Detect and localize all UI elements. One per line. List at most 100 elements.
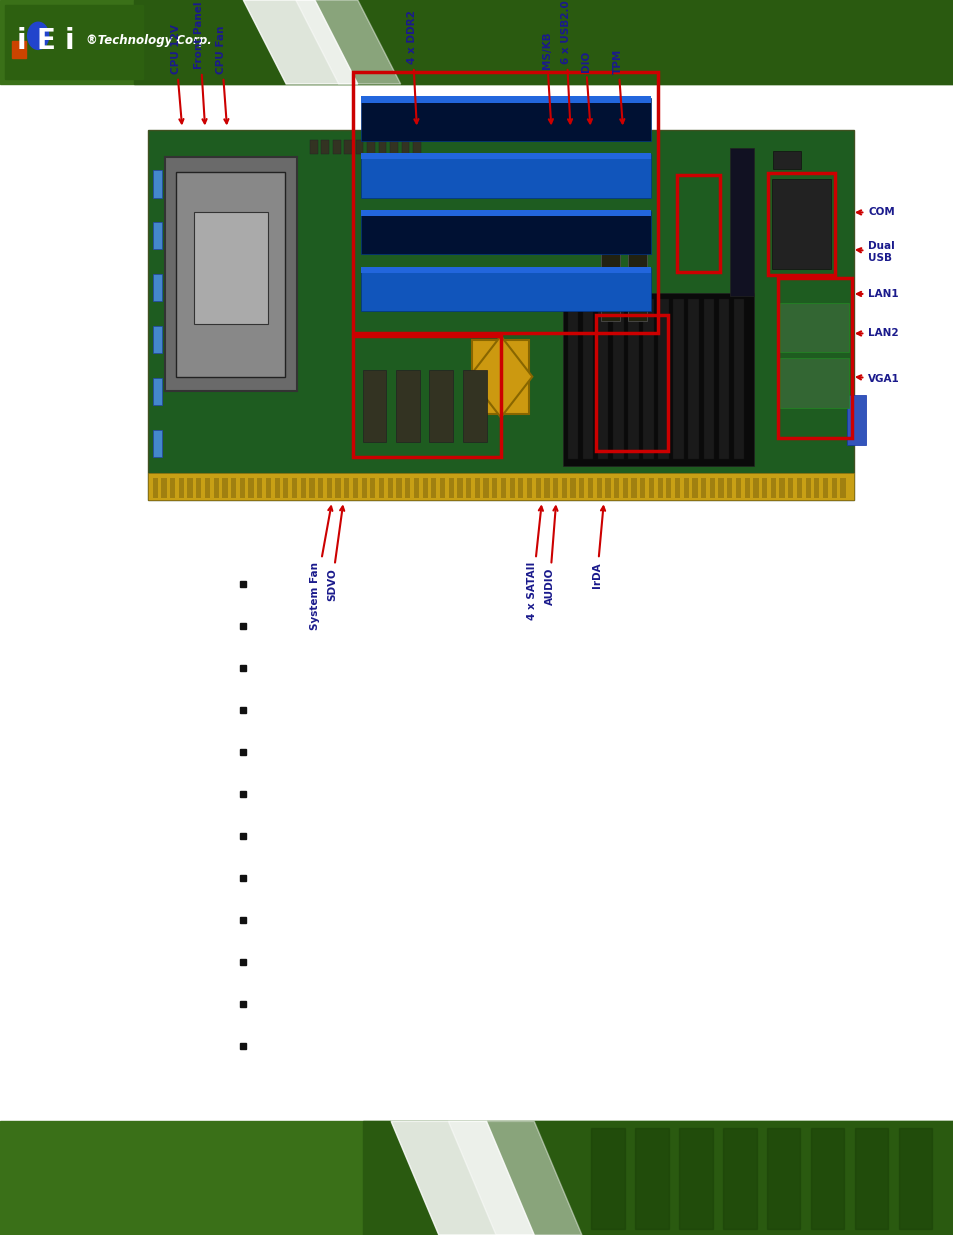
Bar	[456, 478, 462, 498]
Bar	[831, 478, 836, 498]
Bar	[898, 1128, 931, 1229]
Bar	[804, 478, 810, 498]
Bar	[729, 148, 753, 296]
Bar	[635, 1128, 668, 1229]
Bar	[578, 478, 584, 498]
Bar	[0, 0, 953, 84]
Bar	[767, 173, 834, 275]
Bar	[688, 299, 699, 459]
Bar	[700, 478, 705, 498]
Text: CPU 12V: CPU 12V	[171, 25, 183, 124]
Bar	[779, 478, 783, 498]
Text: i: i	[16, 27, 26, 54]
Bar	[582, 299, 593, 459]
Text: ®Technology Corp.: ®Technology Corp.	[86, 35, 212, 47]
Bar	[570, 478, 575, 498]
Text: i: i	[65, 27, 74, 54]
Text: 6 x USB2.0: 6 x USB2.0	[560, 0, 572, 124]
Bar	[733, 299, 743, 459]
Bar	[152, 378, 162, 405]
Text: SDVO: SDVO	[327, 506, 344, 601]
Bar	[405, 478, 410, 498]
Bar	[562, 293, 753, 466]
Bar	[772, 151, 801, 169]
Bar	[472, 340, 529, 414]
Bar	[360, 268, 650, 311]
Bar	[770, 478, 775, 498]
Bar	[567, 299, 578, 459]
Bar	[360, 210, 650, 216]
Text: 4 x SATAII: 4 x SATAII	[527, 506, 542, 620]
Polygon shape	[448, 1121, 581, 1235]
Bar	[692, 478, 697, 498]
Text: DIO: DIO	[580, 51, 591, 124]
Bar	[326, 478, 332, 498]
Bar	[627, 299, 638, 459]
Bar	[422, 478, 427, 498]
Bar	[5, 5, 143, 79]
Bar	[591, 1128, 624, 1229]
Bar	[353, 336, 500, 457]
Bar	[600, 287, 619, 321]
Bar	[396, 478, 401, 498]
Bar	[222, 478, 227, 498]
Bar	[648, 478, 654, 498]
Text: AUDIO: AUDIO	[544, 506, 557, 605]
Bar	[310, 140, 317, 154]
Bar	[753, 478, 758, 498]
Bar	[673, 299, 683, 459]
Bar	[152, 170, 162, 198]
Bar	[360, 267, 650, 273]
Bar	[0, 1121, 953, 1235]
Bar	[677, 175, 720, 272]
Text: VGA1: VGA1	[856, 374, 899, 384]
Bar	[777, 278, 851, 438]
Bar	[448, 478, 454, 498]
Bar	[344, 140, 352, 154]
Bar	[360, 96, 650, 103]
Bar	[722, 1128, 756, 1229]
Bar	[718, 299, 728, 459]
Bar	[500, 478, 505, 498]
Bar	[274, 478, 279, 498]
Bar	[587, 478, 593, 498]
Bar	[401, 140, 409, 154]
Bar	[344, 478, 349, 498]
Bar	[605, 478, 610, 498]
Bar	[353, 478, 357, 498]
Bar	[309, 478, 314, 498]
Bar	[413, 140, 420, 154]
Bar	[321, 140, 329, 154]
Bar	[148, 130, 853, 500]
Bar	[462, 370, 486, 442]
Bar	[360, 153, 650, 159]
Bar	[544, 478, 549, 498]
Bar	[152, 274, 162, 301]
Bar	[213, 478, 218, 498]
Bar	[414, 478, 418, 498]
Bar	[492, 478, 497, 498]
Bar	[596, 315, 667, 451]
Bar	[300, 478, 306, 498]
Bar	[679, 1128, 712, 1229]
Bar	[780, 303, 848, 352]
Bar	[639, 478, 644, 498]
Text: Dual
USB: Dual USB	[856, 241, 894, 263]
Bar	[170, 478, 175, 498]
Text: COM: COM	[856, 207, 894, 217]
Bar	[353, 72, 658, 333]
Bar	[598, 299, 608, 459]
Bar	[735, 478, 740, 498]
Bar	[553, 478, 558, 498]
Text: LAN2: LAN2	[856, 329, 898, 338]
Bar	[596, 478, 601, 498]
Text: IrDA: IrDA	[592, 506, 604, 588]
Bar	[810, 1128, 843, 1229]
Bar	[622, 478, 627, 498]
Bar	[796, 478, 801, 498]
Bar	[292, 478, 296, 498]
Bar	[642, 299, 653, 459]
Bar	[387, 478, 393, 498]
Bar	[395, 370, 419, 442]
Text: System Fan: System Fan	[310, 506, 332, 630]
